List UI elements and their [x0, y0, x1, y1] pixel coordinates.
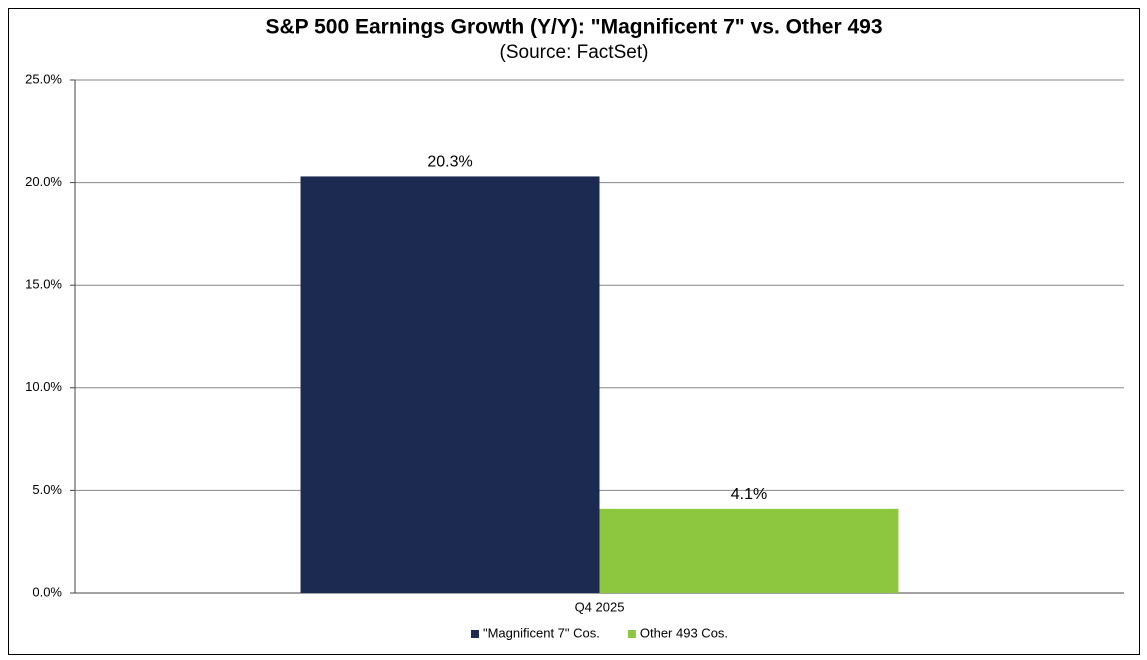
legend-swatch — [470, 630, 479, 638]
y-tick-label: 10.0% — [25, 379, 62, 394]
legend-swatch — [627, 630, 636, 638]
y-tick-label: 0.0% — [32, 584, 62, 599]
legend-label: Other 493 Cos. — [640, 625, 728, 640]
chart-title: S&P 500 Earnings Growth (Y/Y): "Magnific… — [265, 16, 882, 39]
y-tick-label: 15.0% — [25, 277, 62, 292]
bar — [599, 508, 899, 593]
y-tick-label: 25.0% — [25, 71, 62, 86]
x-tick-label: Q4 2025 — [575, 599, 625, 614]
chart-subtitle: (Source: FactSet) — [500, 42, 649, 63]
y-tick-label: 5.0% — [32, 482, 62, 497]
value-label: 4.1% — [731, 486, 767, 503]
bar — [300, 176, 600, 593]
value-label: 20.3% — [427, 154, 472, 171]
legend-label: "Magnificent 7" Cos. — [483, 625, 600, 640]
y-tick-label: 20.0% — [25, 174, 62, 189]
